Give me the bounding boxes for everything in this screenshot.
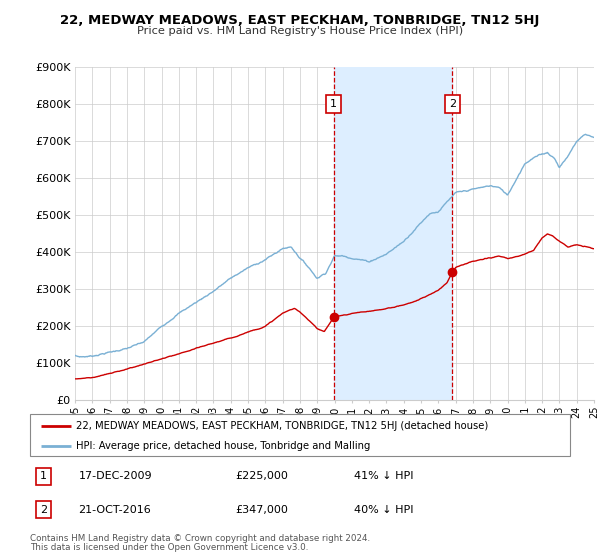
Text: 40% ↓ HPI: 40% ↓ HPI — [354, 505, 413, 515]
Text: 1: 1 — [40, 472, 47, 481]
Text: HPI: Average price, detached house, Tonbridge and Malling: HPI: Average price, detached house, Tonb… — [76, 441, 370, 451]
Text: 22, MEDWAY MEADOWS, EAST PECKHAM, TONBRIDGE, TN12 5HJ (detached house): 22, MEDWAY MEADOWS, EAST PECKHAM, TONBRI… — [76, 421, 488, 431]
Text: 2: 2 — [449, 99, 456, 109]
Text: £347,000: £347,000 — [235, 505, 288, 515]
Text: 22, MEDWAY MEADOWS, EAST PECKHAM, TONBRIDGE, TN12 5HJ: 22, MEDWAY MEADOWS, EAST PECKHAM, TONBRI… — [61, 14, 539, 27]
Text: £225,000: £225,000 — [235, 472, 288, 481]
Text: 21-OCT-2016: 21-OCT-2016 — [79, 505, 151, 515]
Text: 41% ↓ HPI: 41% ↓ HPI — [354, 472, 413, 481]
Text: 2: 2 — [40, 505, 47, 515]
Text: 17-DEC-2009: 17-DEC-2009 — [79, 472, 152, 481]
Text: Contains HM Land Registry data © Crown copyright and database right 2024.: Contains HM Land Registry data © Crown c… — [30, 534, 370, 543]
Text: 1: 1 — [331, 99, 337, 109]
FancyBboxPatch shape — [30, 414, 570, 456]
Text: This data is licensed under the Open Government Licence v3.0.: This data is licensed under the Open Gov… — [30, 543, 308, 552]
Text: Price paid vs. HM Land Registry's House Price Index (HPI): Price paid vs. HM Land Registry's House … — [137, 26, 463, 36]
